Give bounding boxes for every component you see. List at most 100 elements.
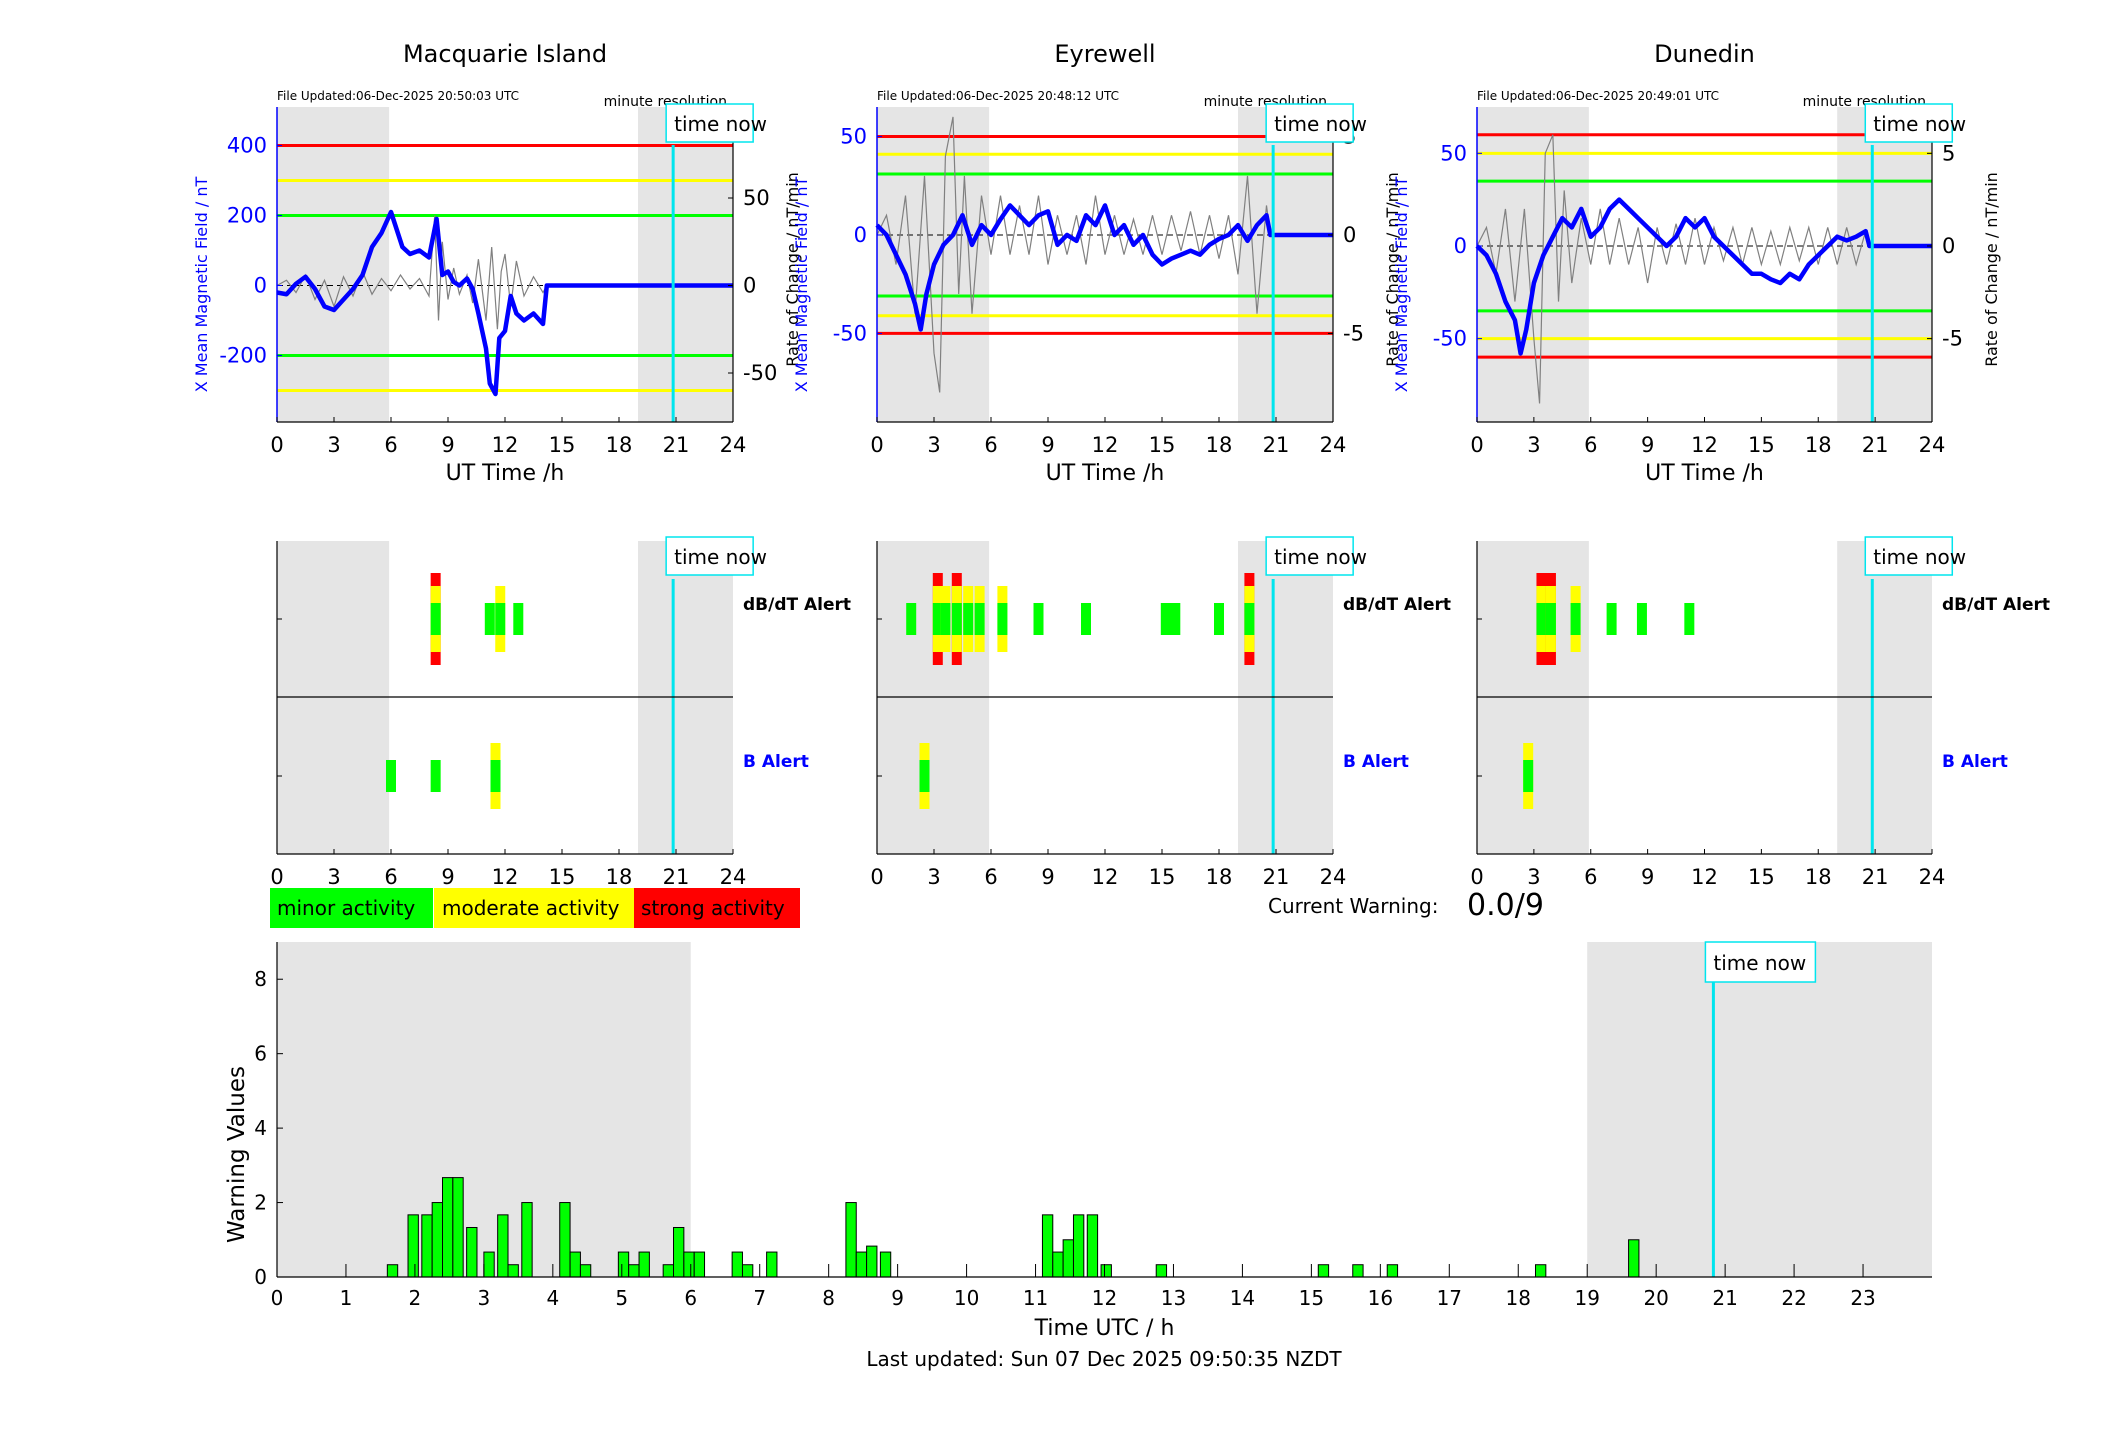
macquarie-island-time-now-label: time now	[674, 112, 767, 136]
eyrewell-x-tick-label: 6	[984, 433, 997, 457]
eyrewell-x-tick-label: 12	[1092, 433, 1119, 457]
dunedin-dbdt-alert-bar	[1636, 603, 1647, 635]
warning-time-now-box	[1704, 941, 1817, 983]
macquarie-island-alert-x-tick-label: 6	[384, 865, 397, 889]
macquarie-island-rate-tick-label: 0	[743, 274, 756, 298]
dunedin-alert-x-tick-label: 6	[1584, 865, 1597, 889]
warning-bar	[507, 1264, 519, 1278]
macquarie-island-b-alert-bar	[386, 760, 396, 792]
warning-bar	[617, 1251, 630, 1278]
eyrewell-title: Eyrewell	[1054, 40, 1155, 68]
legend-moderate-swatch	[434, 888, 634, 928]
dunedin-dbdt-alert-bar	[1536, 603, 1547, 635]
warning-x-tick-label: 15	[1299, 1286, 1324, 1310]
dunedin-alert-x-tick-label: 24	[1919, 865, 1946, 889]
warning-shaded-region-1	[1587, 942, 1932, 1277]
warning-y-tick-label: 4	[254, 1116, 267, 1140]
warning-x-tick-label: 2	[409, 1286, 422, 1310]
eyrewell-y-tick-label: 0	[854, 223, 867, 247]
warning-y-tick-label: 8	[254, 967, 267, 991]
dunedin-shaded-region-1	[1837, 107, 1932, 422]
warning-x-tick-label: 1	[340, 1286, 353, 1310]
warning-x-tick-label: 12	[1092, 1286, 1117, 1310]
eyrewell-file-updated: File Updated:06-Dec-2025 20:48:12 UTC	[877, 89, 1119, 103]
macquarie-island-b-alert-bar	[490, 760, 501, 792]
macquarie-island-alert-x-tick-label: 18	[606, 865, 633, 889]
dunedin-x-tick-label: 24	[1919, 433, 1946, 457]
macquarie-island-y-tick-label: -200	[219, 344, 267, 368]
eyrewell-alert-x-tick-label: 18	[1206, 865, 1233, 889]
dunedin-left-axis-label: X Mean Magnetic Field / nT	[1392, 177, 1411, 393]
warning-time-now-label: time now	[1713, 951, 1806, 975]
macquarie-island-alert-x-tick-label: 3	[327, 865, 340, 889]
warning-x-tick-label: 7	[753, 1286, 766, 1310]
warning-bar	[741, 1264, 754, 1278]
eyrewell-x-axis-label: UT Time /h	[1046, 461, 1165, 486]
dunedin-y-tick-label: 50	[1440, 141, 1467, 165]
last-updated: Last updated: Sun 07 Dec 2025 09:50:35 N…	[866, 1347, 1342, 1371]
dunedin-x-tick-label: 3	[1527, 433, 1540, 457]
dunedin-dbdt-alert-label: dB/dT Alert	[1942, 595, 2050, 615]
eyrewell-alert-x-tick-label: 15	[1149, 865, 1176, 889]
eyrewell-x-tick-label: 24	[1320, 433, 1347, 457]
warning-x-tick-label: 17	[1437, 1286, 1462, 1310]
warning-bar	[628, 1264, 640, 1278]
macquarie-island-file-updated: File Updated:06-Dec-2025 20:50:03 UTC	[277, 89, 519, 103]
macquarie-island-dbdt-alert-bar	[484, 603, 495, 635]
dunedin-x-tick-label: 0	[1470, 433, 1483, 457]
dunedin-alert-x-tick-label: 15	[1748, 865, 1775, 889]
eyrewell-dbdt-alert-bar	[1244, 603, 1255, 635]
warning-bar	[421, 1214, 433, 1278]
warning-bar	[1100, 1264, 1112, 1278]
warning-bar	[1041, 1214, 1054, 1278]
macquarie-island-x-tick-label: 12	[492, 433, 519, 457]
dunedin-rate-tick-label: -5	[1942, 327, 1963, 351]
warning-x-tick-label: 10	[954, 1286, 979, 1310]
dunedin-b-alert-label: B Alert	[1942, 752, 2008, 772]
dunedin-file-updated: File Updated:06-Dec-2025 20:49:01 UTC	[1477, 89, 1719, 103]
shaded-regions	[277, 107, 1932, 1277]
macquarie-island-dbdt-alert-bar	[513, 603, 524, 635]
dunedin-alert-x-tick-label: 18	[1805, 865, 1832, 889]
macquarie-island-x-axis-label: UT Time /h	[446, 461, 565, 486]
warning-bar	[431, 1202, 443, 1278]
warning-x-tick-label: 11	[1023, 1286, 1048, 1310]
dunedin-time-now-box	[1864, 103, 1954, 143]
warning-x-tick-label: 16	[1368, 1286, 1393, 1310]
macquarie-island-x-tick-label: 9	[441, 433, 454, 457]
legend: minor activity moderate activity strong …	[270, 888, 800, 928]
macquarie-island-alert-time-now-box	[665, 536, 754, 576]
macquarie-island-alert-x-tick-label: 21	[663, 865, 690, 889]
warning-x-tick-label: 14	[1230, 1286, 1255, 1310]
warning-bar	[569, 1251, 581, 1278]
warning-x-tick-label: 19	[1574, 1286, 1599, 1310]
warning-x-tick-label: 23	[1850, 1286, 1875, 1310]
warning-x-tick-label: 5	[615, 1286, 628, 1310]
dunedin-dbdt-alert-bar	[1606, 603, 1617, 635]
warning-bar	[766, 1251, 778, 1278]
eyrewell-dbdt-alert-bar	[1081, 603, 1091, 635]
dunedin-right-axis-label: Rate of Change / nT/min	[1982, 172, 2001, 367]
warning-bar	[442, 1177, 454, 1278]
macquarie-island-title: Macquarie Island	[403, 40, 607, 68]
warning-x-tick-label: 3	[478, 1286, 491, 1310]
eyrewell-time-now-box	[1265, 103, 1354, 143]
warning-bar	[693, 1251, 706, 1278]
warning-bar	[879, 1251, 892, 1278]
dunedin-mean-field-line	[1475, 197, 1932, 356]
warning-y-tick-label: 2	[254, 1191, 267, 1215]
macquarie-island-b-alert-bar	[430, 760, 441, 792]
macquarie-island-x-tick-label: 15	[549, 433, 576, 457]
warning-bar	[1155, 1264, 1168, 1278]
dunedin-alert-time-now-label: time now	[1873, 545, 1966, 569]
dunedin-rate-tick-label: 5	[1942, 141, 1955, 165]
dunedin-alert-x-tick-label: 9	[1641, 865, 1654, 889]
eyrewell-dbdt-alert-bar	[1160, 603, 1171, 635]
warning-x-tick-label: 9	[891, 1286, 904, 1310]
eyrewell-dbdt-alert-bar	[1170, 603, 1181, 635]
eyrewell-alert-x-tick-label: 6	[984, 865, 997, 889]
warning-bar	[559, 1202, 571, 1278]
macquarie-island-x-tick-label: 24	[720, 433, 747, 457]
text-layer: 0 3 6 9 12 15 18 21 24-2000200400-50050Macquarie…	[192, 40, 2050, 1341]
macquarie-island-x-tick-label: 3	[327, 433, 340, 457]
